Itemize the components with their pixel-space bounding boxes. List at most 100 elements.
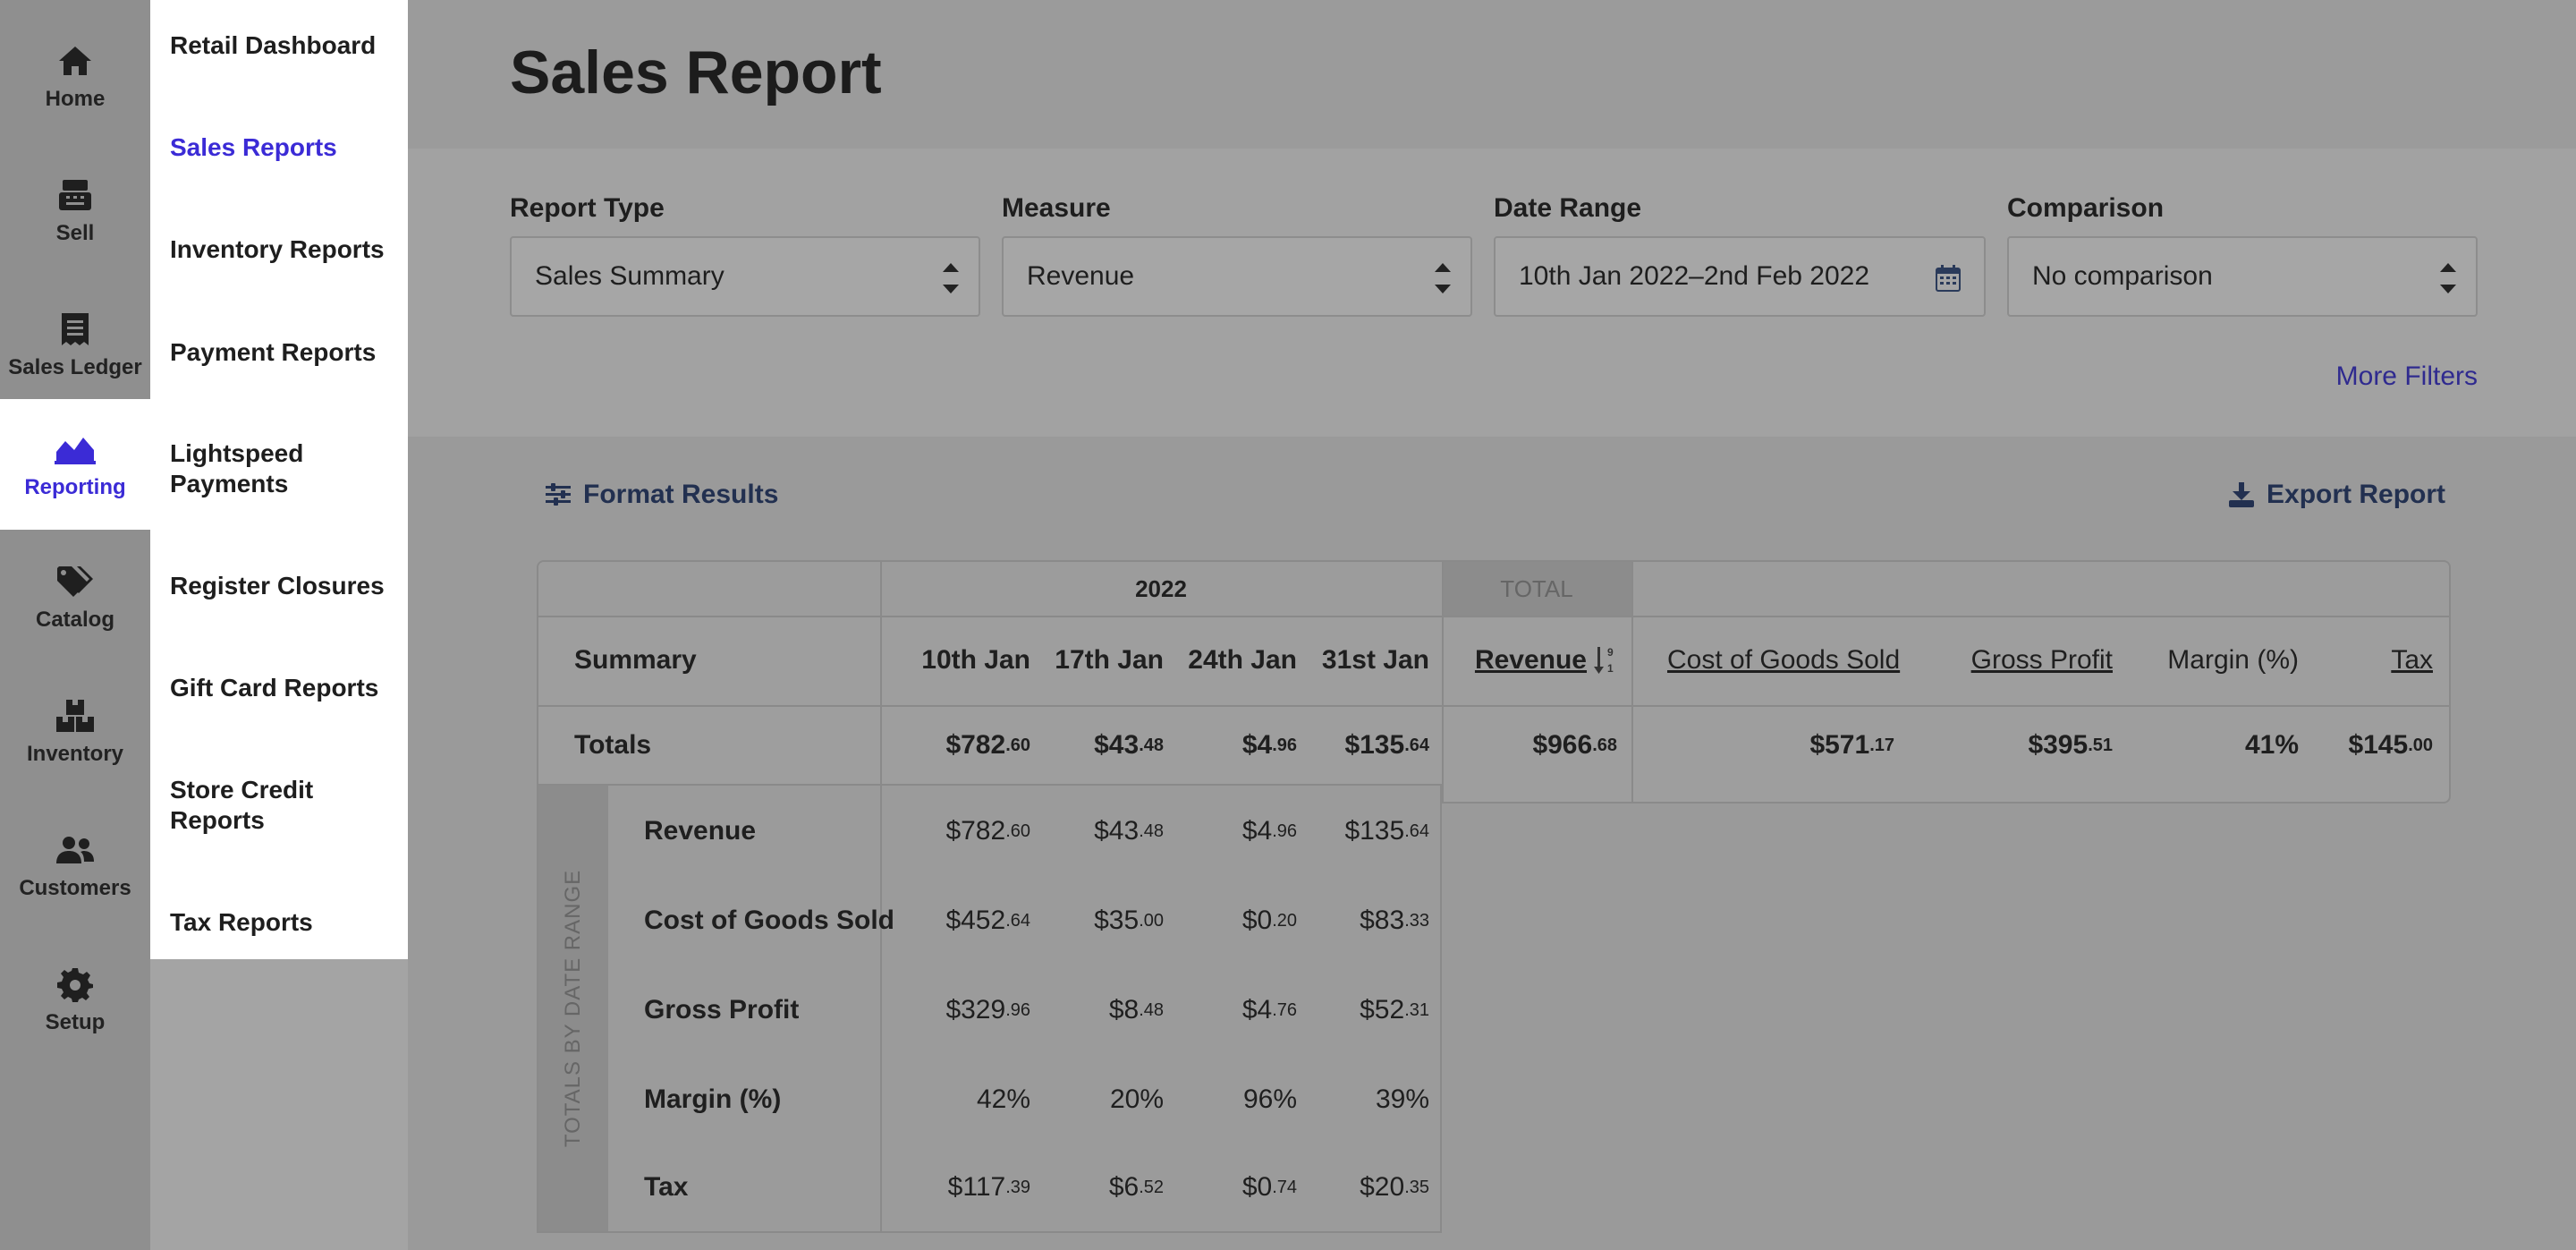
report-type-value: Sales Summary	[535, 261, 724, 291]
submenu-background	[150, 959, 408, 1250]
totals-cell: $43.48	[1094, 730, 1164, 760]
table-cell: $782.60	[945, 816, 1030, 846]
submenu-gift-card-reports[interactable]: Gift Card Reports	[170, 674, 379, 702]
svg-text:9: 9	[1607, 646, 1614, 659]
cogs-header[interactable]: Cost of Goods Sold	[1667, 616, 1900, 705]
table-cell: $4.76	[1241, 995, 1297, 1025]
rail-item-inventory[interactable]: Inventory	[0, 664, 150, 798]
total-margin-cell: 41%	[2244, 730, 2299, 760]
rail-item-sales-ledger[interactable]: Sales Ledger	[0, 277, 150, 412]
table-cell: $329.96	[945, 995, 1030, 1025]
select-arrows-icon	[2440, 263, 2456, 293]
side-label: TOTALS BY DATE RANGE	[561, 869, 585, 1148]
table-cell: $43.48	[1094, 816, 1164, 846]
table-cell: 42%	[976, 1084, 1030, 1114]
total-cogs-cell: $571.17	[1809, 730, 1894, 760]
total-revenue-cell: $966.68	[1532, 730, 1617, 760]
date-range-input[interactable]: 10th Jan 2022–2nd Feb 2022	[1494, 236, 1986, 317]
table-cell: $452.64	[945, 906, 1030, 935]
submenu-inventory-reports[interactable]: Inventory Reports	[170, 235, 385, 263]
table-cell: $4.96	[1241, 816, 1297, 846]
revenue-header-label: Revenue	[1474, 645, 1587, 675]
margin-header[interactable]: Margin (%)	[2167, 645, 2299, 675]
rail-item-label: Sales Ledger	[8, 355, 142, 379]
totals-cell: $4.96	[1241, 730, 1297, 760]
table-cell: 20%	[1109, 1084, 1164, 1114]
tax-header[interactable]: Tax	[2299, 616, 2433, 705]
totals-cell: $135.64	[1344, 730, 1429, 760]
receipt-icon	[55, 309, 96, 350]
table-cell: $35.00	[1094, 906, 1164, 935]
rail-item-label: Customers	[19, 876, 131, 900]
rail-item-home[interactable]: Home	[0, 9, 150, 143]
date-range-label: Date Range	[1494, 193, 1642, 223]
period-header[interactable]: 31st Jan	[1321, 645, 1429, 675]
boxes-icon	[55, 695, 96, 736]
rail-item-setup[interactable]: Setup	[0, 932, 150, 1067]
measure-select[interactable]: Revenue	[1002, 236, 1472, 317]
rail-item-label: Home	[45, 87, 106, 111]
cogs-header-label: Cost of Goods Sold	[1667, 645, 1901, 675]
submenu-sales-reports[interactable]: Sales Reports	[170, 133, 337, 161]
nav-rail: Home Sell Sales Ledger Reporting Catalog…	[0, 0, 150, 1250]
rail-item-sell[interactable]: Sell	[0, 143, 150, 277]
side-band: TOTALS BY DATE RANGE	[538, 786, 608, 1231]
main-content: Sales Report Report Type Sales Summary M…	[408, 0, 2576, 1250]
submenu-retail-dashboard[interactable]: Retail Dashboard	[170, 31, 377, 59]
row-label: Revenue	[644, 816, 757, 846]
register-icon	[55, 174, 96, 216]
download-icon	[2229, 482, 2254, 507]
table-cell: $8.48	[1108, 995, 1164, 1025]
period-header[interactable]: 24th Jan	[1188, 645, 1297, 675]
table-cell: 39%	[1375, 1084, 1429, 1114]
period-header[interactable]: 10th Jan	[921, 645, 1030, 675]
total-tax-cell: $145.00	[2348, 730, 2433, 760]
total-group-header: TOTAL	[1500, 574, 1573, 602]
export-report-button[interactable]: Export Report	[2229, 480, 2445, 510]
totals-label: Totals	[574, 730, 652, 760]
sort-desc-icon: 91	[1594, 646, 1614, 675]
results-panel: Format Results Export Report 2022 TOTAL …	[408, 437, 2576, 1250]
date-range-breakdown: TOTALS BY DATE RANGE Revenue $782.60 $43…	[537, 784, 1442, 1233]
submenu-tax-reports[interactable]: Tax Reports	[170, 908, 313, 936]
submenu-lightspeed-payments[interactable]: Lightspeed Payments	[170, 439, 304, 497]
measure-label: Measure	[1002, 193, 1111, 223]
rail-item-label: Reporting	[24, 475, 126, 499]
comparison-select[interactable]: No comparison	[2007, 236, 2478, 317]
table-cell: $20.35	[1360, 1172, 1429, 1202]
page-title: Sales Report	[510, 38, 882, 106]
table-cell: 96%	[1242, 1084, 1297, 1114]
submenu-payment-reports[interactable]: Payment Reports	[170, 338, 377, 366]
row-label: Tax	[644, 1172, 689, 1202]
reporting-submenu: Retail Dashboard Sales Reports Inventory…	[150, 0, 408, 959]
users-icon	[55, 829, 96, 871]
report-type-select[interactable]: Sales Summary	[510, 236, 980, 317]
select-arrows-icon	[943, 263, 959, 293]
report-type-label: Report Type	[510, 193, 665, 223]
table-cell: $0.74	[1241, 1172, 1297, 1202]
rail-item-catalog[interactable]: Catalog	[0, 530, 150, 664]
submenu-store-credit-reports[interactable]: Store Credit Reports	[170, 776, 314, 834]
measure-value: Revenue	[1027, 261, 1135, 291]
filters-panel: Report Type Sales Summary Measure Revenu…	[408, 149, 2576, 437]
gross-profit-header[interactable]: Gross Profit	[1934, 616, 2113, 705]
submenu-register-closures[interactable]: Register Closures	[170, 572, 385, 599]
svg-text:1: 1	[1607, 662, 1614, 675]
total-gross-profit-cell: $395.51	[2028, 730, 2113, 760]
table-cell: $0.20	[1241, 906, 1297, 935]
period-header[interactable]: 17th Jan	[1055, 645, 1164, 675]
table-cell: $6.52	[1108, 1172, 1164, 1202]
rail-item-reporting[interactable]: Reporting	[0, 399, 150, 530]
table-cell: $83.33	[1360, 906, 1429, 935]
rail-item-customers[interactable]: Customers	[0, 798, 150, 932]
row-label: Gross Profit	[644, 995, 800, 1025]
more-filters-link[interactable]: More Filters	[2335, 361, 2478, 391]
format-results-button[interactable]: Format Results	[546, 480, 778, 510]
row-label: Cost of Goods Sold	[644, 906, 894, 935]
table-cell: $117.39	[947, 1172, 1030, 1202]
year-group-header: 2022	[1135, 574, 1187, 602]
table-cell: $52.31	[1360, 995, 1429, 1025]
rail-item-label: Inventory	[26, 742, 124, 766]
home-icon	[55, 40, 96, 81]
